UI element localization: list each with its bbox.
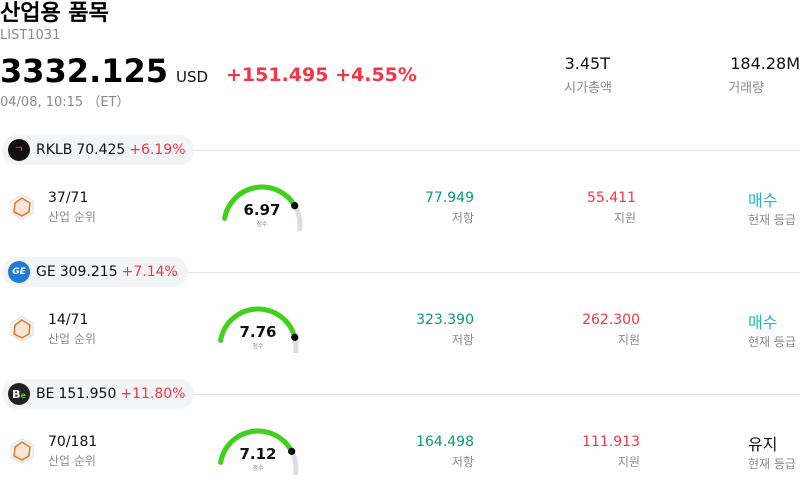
score-gauge: 6.97 점수 <box>218 181 306 247</box>
resistance-label: 저항 <box>451 333 474 347</box>
stock-ticker: GE <box>36 264 56 280</box>
rank-hexagon-icon <box>10 438 34 464</box>
support-value: 111.913 <box>582 434 640 450</box>
market-cap-stat: 3.45T 시가총액 <box>564 54 612 96</box>
stock-price: 309.215 <box>59 264 118 280</box>
section-divider <box>188 272 800 273</box>
industry-rank-value: 70/181 <box>48 434 98 450</box>
section-divider <box>194 150 800 151</box>
stock-chip[interactable]: GE GE 309.215 +7.14% <box>2 257 188 287</box>
gauge-pointer <box>288 447 296 455</box>
support-value: 55.411 <box>587 190 636 206</box>
stock-chip[interactable]: Be BE 151.950 +11.80% <box>2 379 194 409</box>
current-grade-label: 현재 등급 <box>748 457 796 471</box>
current-grade-label: 현재 등급 <box>748 213 796 227</box>
industry-rank-value: 14/71 <box>48 312 89 328</box>
resistance-value: 164.498 <box>416 434 474 450</box>
ge-logo-icon: GE <box>8 261 30 283</box>
gauge-pointer <box>291 202 299 210</box>
gauge-pointer <box>291 333 299 341</box>
current-grade-value: 매수 <box>748 191 778 210</box>
stock-section-be: Be BE 151.950 +11.80% 70/181 산업 순위 7.12 … <box>0 379 800 488</box>
rank-hexagon-icon <box>10 316 34 342</box>
rank-hexagon-icon <box>10 194 34 220</box>
rocket-lab-logo-icon: ᄀ <box>8 139 30 161</box>
section-divider <box>194 394 800 395</box>
stock-change-pct: +7.14% <box>121 264 178 280</box>
price-change-pct: +4.55% <box>335 64 417 86</box>
industry-rank-value: 37/71 <box>48 190 89 206</box>
current-grade-label: 현재 등급 <box>748 335 796 349</box>
volume-stat: 184.28M 거래량 <box>728 54 800 96</box>
industry-rank-label: 산업 순위 <box>48 454 96 468</box>
score-gauge-arc <box>222 184 303 247</box>
score-value: 7.12 <box>239 445 277 463</box>
currency-label: USD <box>176 68 209 86</box>
stock-change-pct: +11.80% <box>120 386 186 402</box>
index-price: 3332.125 <box>0 52 169 90</box>
score-gauge: 7.12 점수 <box>214 425 302 488</box>
support-label: 지원 <box>617 333 640 347</box>
market-cap-value: 3.45T <box>564 54 610 73</box>
score-label: 점수 <box>256 221 268 228</box>
score-value: 6.97 <box>243 201 281 219</box>
stock-ticker: RKLB <box>36 142 73 158</box>
page-title: 산업용 품목 <box>0 1 109 26</box>
resistance-value: 77.949 <box>425 190 474 206</box>
support-label: 지원 <box>613 211 636 225</box>
resistance-label: 저항 <box>451 455 474 469</box>
stock-chip[interactable]: ᄀ RKLB 70.425 +6.19% <box>2 135 194 165</box>
industry-rank-label: 산업 순위 <box>48 210 96 224</box>
support-value: 262.300 <box>582 312 640 328</box>
score-gauge-arc <box>218 306 299 369</box>
score-label: 점수 <box>252 343 264 350</box>
quote-datetime: 04/08, 10:15 （ET） <box>0 95 130 110</box>
market-cap-label: 시가총액 <box>564 81 612 96</box>
resistance-value: 323.390 <box>416 312 474 328</box>
list-code: LIST1031 <box>0 28 61 43</box>
stock-section-ge: GE GE 309.215 +7.14% 14/71 산업 순위 7.76 점수… <box>0 257 800 379</box>
score-value: 7.76 <box>239 323 277 341</box>
resistance-label: 저항 <box>451 211 474 225</box>
score-gauge-arc <box>218 428 299 488</box>
bloom-energy-logo-icon: Be <box>8 383 30 405</box>
volume-label: 거래량 <box>728 81 765 96</box>
score-gauge: 7.76 점수 <box>214 303 302 369</box>
price-change: +151.495 +4.55% <box>226 64 417 86</box>
stock-price: 151.950 <box>58 386 117 402</box>
stock-section-rklb: ᄀ RKLB 70.425 +6.19% 37/71 산업 순위 6.97 점수… <box>0 135 800 257</box>
current-grade-value: 유지 <box>748 435 778 454</box>
current-grade-value: 매수 <box>748 313 778 332</box>
score-label: 점수 <box>252 465 264 472</box>
industry-rank-label: 산업 순위 <box>48 332 96 346</box>
volume-value: 184.28M <box>730 54 800 73</box>
price-change-value: +151.495 <box>226 64 329 86</box>
stock-ticker: BE <box>36 386 55 402</box>
stock-change-pct: +6.19% <box>129 142 186 158</box>
stock-price: 70.425 <box>76 142 126 158</box>
support-label: 지원 <box>617 455 640 469</box>
